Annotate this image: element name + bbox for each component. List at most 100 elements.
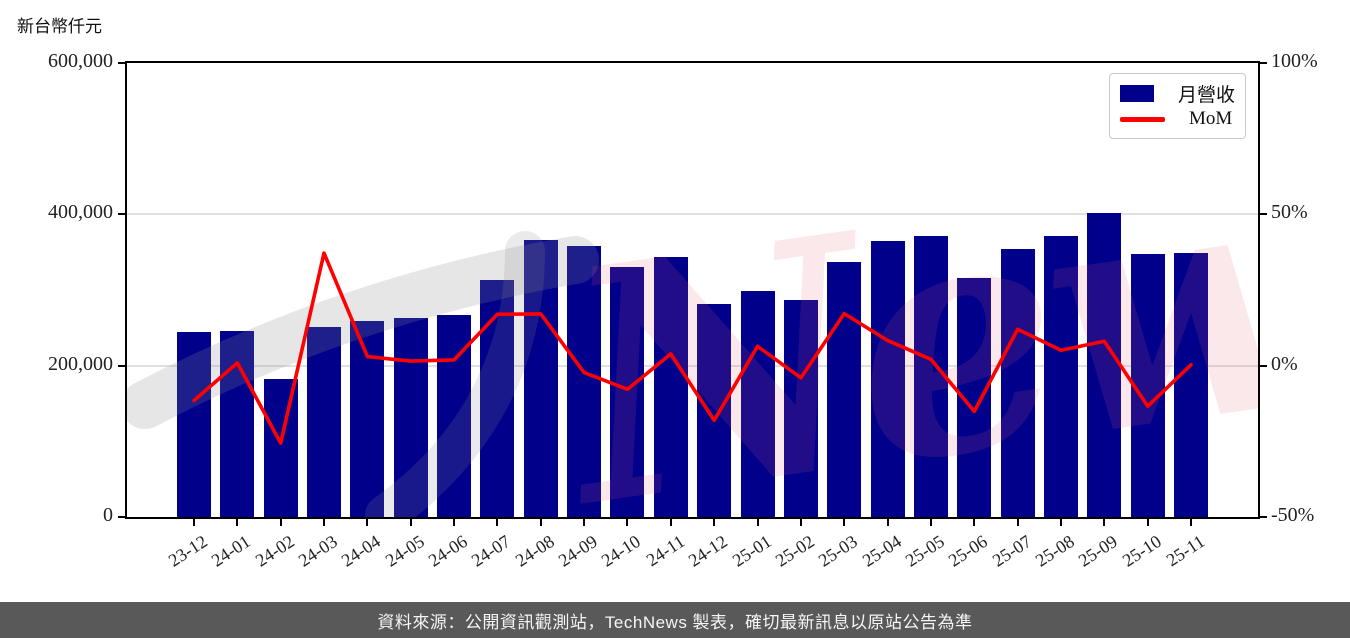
revenue-bar — [610, 267, 645, 517]
x-tickmark — [713, 517, 716, 526]
y-tickmark-left — [118, 364, 127, 367]
revenue-bar-swatch — [1120, 84, 1154, 102]
x-tickmark — [323, 517, 326, 526]
revenue-bar — [220, 330, 255, 517]
y-axis-tick-label-right: -50% — [1271, 504, 1315, 526]
revenue-bar — [437, 314, 472, 517]
x-axis-tick-label: 23-12 — [164, 531, 211, 571]
x-tickmark — [236, 517, 239, 526]
y-tickmark-left — [118, 213, 127, 216]
x-tickmark — [1059, 517, 1062, 526]
y-axis-tick-label-right: 100% — [1271, 50, 1318, 72]
plot-area: News 月營收 MoM — [127, 63, 1258, 517]
x-axis-tick-label: 25-04 — [858, 531, 905, 571]
x-tickmark — [279, 517, 282, 526]
revenue-bar — [1000, 249, 1035, 517]
revenue-bar — [870, 241, 905, 517]
x-tickmark — [583, 517, 586, 526]
source-footer-text: 資料來源：公開資訊觀測站，TechNews 製表，確切最新訊息以原站公告為準 — [377, 612, 973, 632]
revenue-bar — [740, 290, 775, 517]
x-axis-tick-label: 24-02 — [251, 531, 298, 571]
x-tickmark — [973, 517, 976, 526]
revenue-bar — [913, 235, 948, 517]
revenue-bar — [567, 246, 602, 517]
x-tickmark — [799, 517, 802, 526]
mom-polyline — [192, 251, 1193, 445]
x-axis-tick-label: 25-02 — [771, 531, 818, 571]
revenue-bar — [523, 239, 558, 517]
mom-line-swatch — [1120, 116, 1165, 122]
y-tickmark-right — [1258, 516, 1267, 518]
x-tickmark — [539, 517, 542, 526]
x-axis-tick-label: 25-10 — [1118, 531, 1165, 571]
revenue-bar — [177, 332, 211, 517]
y-tickmark-right — [1258, 364, 1267, 367]
x-tickmark — [929, 517, 932, 526]
y-axis-tick-label-left: 400,000 — [48, 201, 113, 224]
x-tickmark — [496, 517, 499, 526]
gridline — [127, 213, 1258, 216]
y-tickmark-left — [118, 516, 127, 518]
x-axis-tick-label: 24-04 — [338, 531, 385, 571]
x-axis-tick-label: 25-05 — [901, 531, 948, 571]
y-axis-tick-label-left: 200,000 — [48, 352, 113, 375]
legend: 月營收 MoM — [1109, 73, 1246, 139]
x-axis-tick-label: 25-01 — [728, 531, 775, 571]
x-axis-tick-label: 24-10 — [598, 531, 645, 571]
y-tickmark-left — [118, 62, 127, 64]
x-axis-tick-label: 24-03 — [294, 531, 341, 571]
left-axis-title: 新台幣仟元 — [17, 17, 102, 36]
y-axis-tick-label-right: 50% — [1271, 201, 1308, 224]
revenue-bar — [480, 280, 515, 517]
revenue-bar — [1087, 212, 1122, 517]
x-tickmark — [453, 517, 456, 526]
y-tickmark-right — [1258, 62, 1267, 64]
x-tickmark — [1103, 517, 1106, 526]
revenue-bar — [1174, 252, 1208, 517]
y-axis-tick-label-left: 0 — [103, 504, 113, 526]
x-axis-tick-label: 25-08 — [1031, 531, 1078, 571]
x-tickmark — [193, 517, 195, 526]
revenue-bar — [393, 318, 428, 517]
y-axis-tick-label-left: 600,000 — [48, 50, 113, 72]
x-axis-tick-label: 24-09 — [554, 531, 602, 571]
x-axis-tick-label: 24-12 — [684, 531, 732, 571]
x-axis-tick-label: 24-06 — [424, 531, 471, 571]
revenue-bar — [827, 262, 862, 517]
x-tickmark — [756, 517, 759, 526]
x-axis-tick-label: 25-09 — [1075, 531, 1122, 571]
revenue-bar — [653, 257, 688, 517]
x-axis-tick-label: 25-03 — [814, 531, 862, 571]
x-axis-tick-label: 25-06 — [945, 531, 992, 571]
legend-label-mom: MoM — [1189, 108, 1233, 129]
revenue-bar — [263, 378, 298, 517]
x-axis-tick-label: 24-01 — [208, 531, 255, 571]
legend-item-mom: MoM — [1120, 106, 1235, 132]
revenue-bar — [957, 277, 992, 517]
x-tickmark — [1146, 517, 1149, 526]
x-tickmark — [626, 517, 629, 526]
x-axis-tick-label: 24-07 — [468, 531, 515, 571]
x-axis-tick-label: 24-05 — [381, 531, 428, 571]
x-axis-tick-label: 25-11 — [1162, 531, 1208, 571]
x-axis-tick-label: 24-11 — [642, 531, 688, 571]
x-tickmark — [843, 517, 846, 526]
x-tickmark — [1016, 517, 1019, 526]
revenue-bar — [307, 327, 342, 517]
legend-item-revenue: 月營收 — [1120, 80, 1235, 106]
revenue-bar — [1130, 253, 1165, 517]
y-tickmark-right — [1258, 213, 1267, 216]
revenue-bar — [350, 321, 385, 517]
legend-label-revenue: 月營收 — [1177, 84, 1235, 106]
x-tickmark — [409, 517, 412, 526]
x-axis-tick-label: 24-08 — [511, 531, 558, 571]
x-tickmark — [366, 517, 369, 526]
revenue-bar — [783, 299, 818, 517]
x-axis-tick-label: 25-07 — [988, 531, 1035, 571]
revenue-bar — [697, 304, 732, 517]
y-axis-tick-label-right: 0% — [1271, 352, 1298, 375]
x-tickmark — [1190, 517, 1192, 526]
x-tickmark — [886, 517, 889, 526]
source-footer: 資料來源：公開資訊觀測站，TechNews 製表，確切最新訊息以原站公告為準 — [0, 602, 1350, 638]
